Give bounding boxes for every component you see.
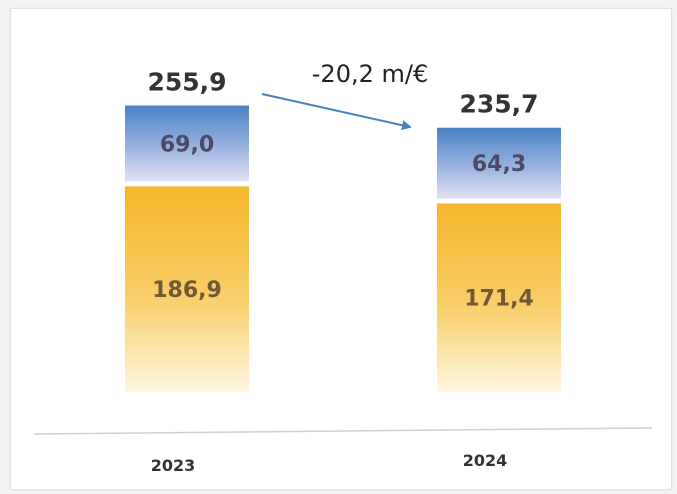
bar-segment-2024-0 xyxy=(437,203,561,392)
value-label-2023-0: 186,9 xyxy=(152,278,222,303)
chart-panel xyxy=(10,8,672,490)
change-annotation: -20,2 m/€ xyxy=(312,60,428,88)
bar-segment-2024-1 xyxy=(437,127,561,199)
total-label-2024: 235,7 xyxy=(459,90,538,119)
x-axis-baseline xyxy=(33,427,653,435)
value-label-2023-1: 69,0 xyxy=(160,132,214,157)
value-label-2024-0: 171,4 xyxy=(464,287,534,312)
bar-segment-2023-0 xyxy=(125,186,249,392)
x-tick-label-2023: 2023 xyxy=(151,456,196,475)
value-label-2024-1: 64,3 xyxy=(472,152,526,177)
bar-segment-2023-1 xyxy=(125,105,249,182)
total-label-2023: 255,9 xyxy=(147,68,226,97)
x-tick-label-2024: 2024 xyxy=(463,451,508,470)
change-arrow xyxy=(261,93,412,131)
